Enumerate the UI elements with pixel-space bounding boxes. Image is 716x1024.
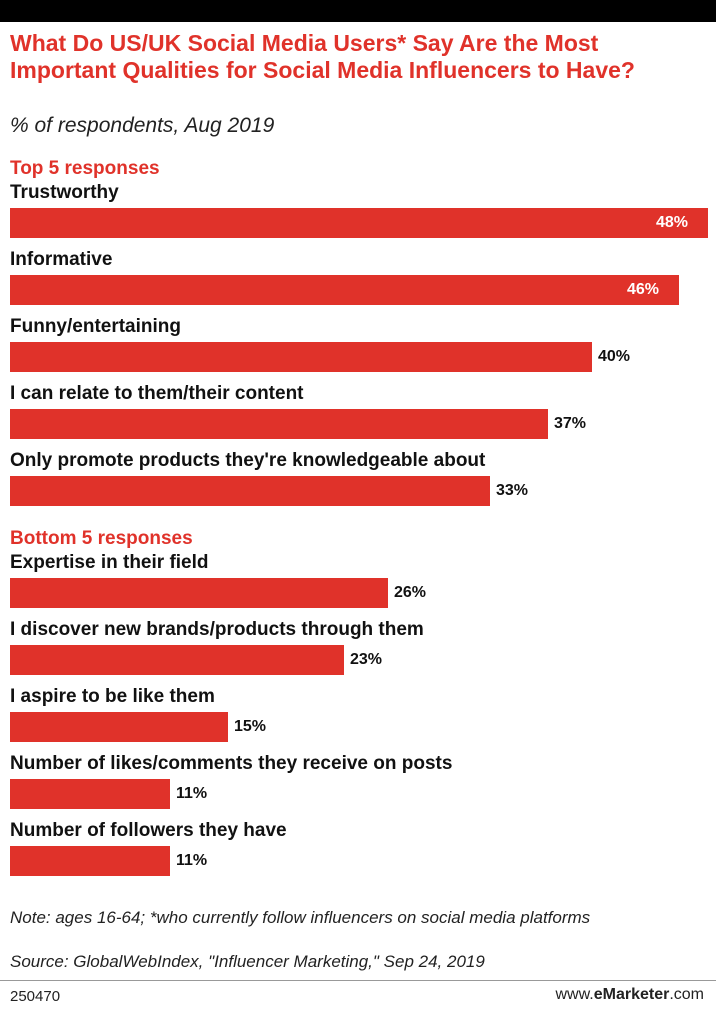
- bar-value-label: 11%: [176, 785, 208, 802]
- bar: [10, 578, 388, 608]
- bar: [10, 645, 344, 675]
- bar-value-label: 33%: [496, 482, 529, 499]
- bar-value-label: 37%: [554, 415, 587, 432]
- category-label: Number of likes/comments they receive on…: [10, 753, 453, 774]
- bar: [10, 208, 708, 238]
- top-bar: [0, 0, 716, 22]
- footer-divider: [0, 980, 716, 981]
- brand-suffix: .com: [669, 986, 704, 1003]
- brand-logo: www.eMarketer.com: [555, 986, 704, 1004]
- group-title: Bottom 5 responses: [10, 528, 193, 549]
- category-label: Number of followers they have: [10, 820, 287, 841]
- bar-value-label: 26%: [394, 584, 427, 601]
- brand-prefix: www.: [555, 986, 594, 1003]
- category-label: I aspire to be like them: [10, 686, 215, 707]
- bar-value-label: 48%: [656, 214, 689, 231]
- category-label: Expertise in their field: [10, 552, 209, 573]
- chart-title: What Do US/UK Social Media Users* Say Ar…: [10, 30, 635, 83]
- bar: [10, 275, 679, 305]
- bar: [10, 409, 548, 439]
- bar-value-label: 23%: [350, 651, 383, 668]
- bar: [10, 342, 592, 372]
- bar-value-label: 40%: [598, 348, 631, 365]
- bar-value-label: 15%: [234, 718, 267, 735]
- chart-id: 250470: [10, 988, 61, 1005]
- footer-note: Note: ages 16-64; *who currently follow …: [10, 908, 591, 927]
- category-label: Only promote products they're knowledgea…: [10, 450, 486, 471]
- category-label: Informative: [10, 249, 113, 270]
- bar-value-label: 11%: [176, 852, 208, 869]
- bar-chart: Top 5 responses Trustworthy 48% Informative…: [0, 150, 716, 900]
- category-label: I discover new brands/products through t…: [10, 619, 424, 640]
- bar: [10, 779, 170, 809]
- category-label: Trustworthy: [10, 182, 119, 203]
- category-label: I can relate to them/their content: [10, 383, 304, 404]
- bar: [10, 712, 228, 742]
- group-title: Top 5 responses: [10, 158, 160, 179]
- bar: [10, 476, 490, 506]
- category-label: Funny/entertaining: [10, 316, 181, 337]
- brand-name: eMarketer: [593, 986, 670, 1003]
- bar: [10, 846, 170, 876]
- chart-subtitle: % of respondents, Aug 2019: [10, 114, 275, 137]
- bar-value-label: 46%: [627, 281, 660, 298]
- footer-source: Source: GlobalWebIndex, "Influencer Mark…: [10, 952, 485, 971]
